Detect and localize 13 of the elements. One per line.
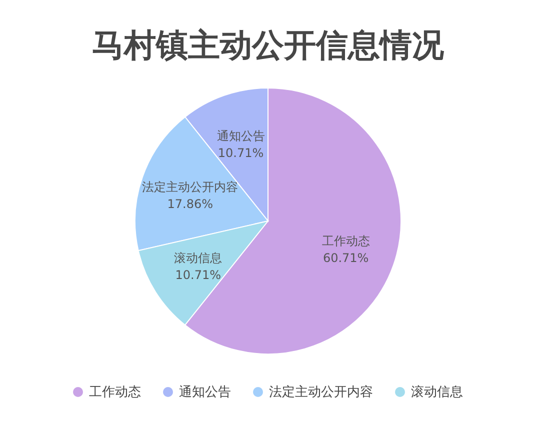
data-label: 60.71% bbox=[322, 251, 369, 266]
data-label: 17.86% bbox=[167, 196, 214, 211]
slice-label: 通知公告 bbox=[216, 129, 265, 144]
data-label: 10.71% bbox=[218, 146, 264, 160]
legend-label: 滚动信息 bbox=[411, 385, 463, 400]
slice-label: 工作动态 bbox=[322, 234, 370, 248]
legend-label: 工作动态 bbox=[89, 385, 141, 400]
data-label: 10.71% bbox=[175, 268, 222, 282]
chart-title: 马村镇主动公开信息情况 bbox=[92, 26, 445, 64]
slice-label: 滚动信息 bbox=[174, 250, 222, 265]
slice-label: 法定主动公开内容 bbox=[142, 180, 238, 194]
legend-label: 法定主动公开内容 bbox=[269, 384, 373, 400]
legend-label: 通知公告 bbox=[179, 385, 231, 400]
